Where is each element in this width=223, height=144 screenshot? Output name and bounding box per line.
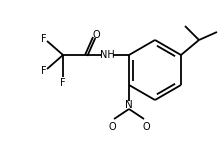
Text: F: F: [41, 66, 47, 76]
Text: O: O: [92, 30, 100, 40]
Text: F: F: [41, 34, 47, 44]
Text: O: O: [142, 122, 150, 132]
Text: F: F: [60, 78, 66, 88]
Text: N: N: [125, 100, 133, 110]
Text: NH: NH: [100, 50, 114, 60]
Text: O: O: [108, 122, 116, 132]
